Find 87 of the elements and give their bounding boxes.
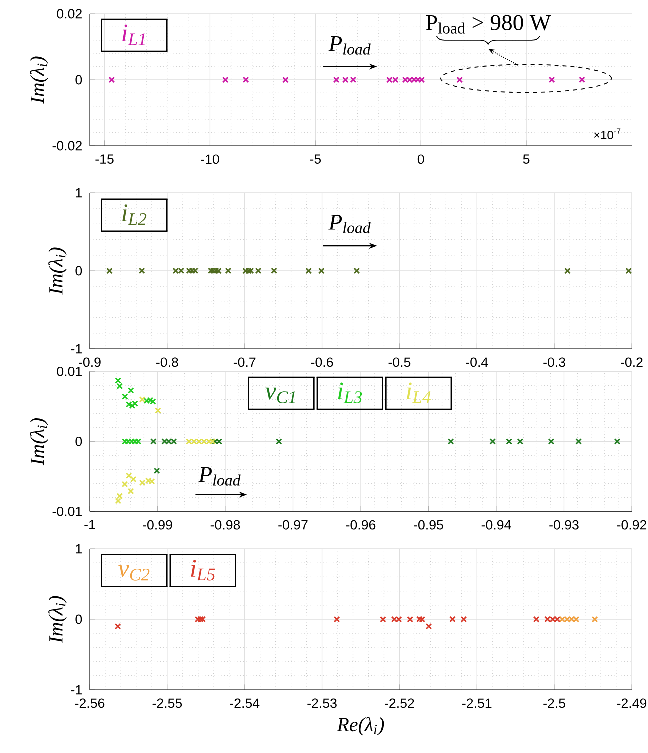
x-tick-label: -0.97 xyxy=(278,520,308,530)
annotation: P$_{load}$ xyxy=(328,36,371,55)
point xyxy=(128,387,134,394)
x-tick-label: -0.95 xyxy=(414,520,444,530)
point xyxy=(128,488,134,495)
text: i$_{L4}$ xyxy=(407,382,431,404)
y-tick-label: 0 xyxy=(76,75,82,85)
point xyxy=(147,397,154,404)
y-tick-label: 1 xyxy=(76,544,82,554)
y-axis-title: Im(λ$_{i}$) xyxy=(30,56,48,104)
x-tick-label: -15 xyxy=(96,154,114,164)
y-axis-title: Im(λ$_{i}$) xyxy=(48,596,67,644)
x-tick-label: -0.9 xyxy=(79,358,101,368)
annotation: P$_{load}$ xyxy=(198,467,241,486)
x-tick-label: -0.98 xyxy=(210,520,240,530)
x-tick-label: -2.53 xyxy=(308,698,337,708)
point xyxy=(276,438,282,445)
point xyxy=(116,493,124,500)
y-tick-label: 0.01 xyxy=(57,366,82,376)
x-tick-label: -0.4 xyxy=(466,358,488,368)
annotation: P$_{load}$ > 980 W xyxy=(426,15,552,34)
y-tick-label: -1 xyxy=(71,344,82,354)
x-tick-label: -1 xyxy=(84,520,96,530)
point xyxy=(548,438,555,445)
x-tick-label: -0.3 xyxy=(544,358,566,368)
series-label: v$_{C1}$ xyxy=(266,388,296,404)
point xyxy=(212,438,219,445)
x-tick-label: -2.52 xyxy=(385,698,414,708)
point xyxy=(576,438,582,445)
y-tick-label: 0 xyxy=(76,614,82,624)
point xyxy=(122,394,128,400)
x-tick-label: -0.2 xyxy=(621,358,643,368)
x-tick-label: -0.5 xyxy=(388,358,411,368)
point xyxy=(517,438,524,445)
x-tick-label: -2.5 xyxy=(544,698,566,708)
y-tick-label: 0 xyxy=(76,436,82,446)
series-label: i$_{L1}$ xyxy=(122,24,146,46)
x-tick-label: -0.94 xyxy=(482,520,512,530)
y-tick-label: 0 xyxy=(76,266,82,276)
point xyxy=(129,402,136,410)
point xyxy=(448,438,454,445)
x-tick-label: -0.6 xyxy=(311,358,334,368)
x-tick-label: -0.99 xyxy=(143,520,172,530)
y-tick-label: -0.02 xyxy=(52,141,82,151)
point xyxy=(506,438,513,445)
x-tick-label: 0 xyxy=(418,154,424,164)
x-tick-label: -10 xyxy=(201,154,220,164)
point xyxy=(154,408,162,414)
y-tick-label: 0.02 xyxy=(57,9,82,19)
x-tick-label: -0.96 xyxy=(346,520,376,530)
text: v$_{C2}$ xyxy=(118,565,150,581)
point xyxy=(126,472,132,480)
point xyxy=(139,396,146,403)
x-axis-title: Re(λ$_{i}$) xyxy=(337,717,384,736)
y-tick-label: -1 xyxy=(71,685,82,695)
x-tick-label: -0.7 xyxy=(234,358,256,368)
point xyxy=(154,468,160,474)
y-tick-label: 1 xyxy=(76,188,82,198)
x-tick-label: -2.55 xyxy=(152,698,182,708)
x-tick-label: -2.51 xyxy=(462,698,492,708)
x-tick-label: -5 xyxy=(310,154,322,164)
x-tick-label: -0.93 xyxy=(550,520,579,530)
point xyxy=(115,498,122,504)
point xyxy=(210,438,216,445)
y-axis-title: Im(λ$_{i}$) xyxy=(48,248,67,295)
y-tick-label: -0.01 xyxy=(52,506,82,516)
x-tick-label: 5 xyxy=(523,154,530,164)
y-axis-title: Im(λ$_{i}$) xyxy=(30,418,48,466)
point xyxy=(115,378,122,384)
x-tick-label: -0.8 xyxy=(156,358,178,368)
point xyxy=(116,383,124,390)
point xyxy=(122,481,128,488)
x-tick-label: -2.56 xyxy=(75,698,105,708)
point xyxy=(614,438,621,445)
point xyxy=(148,478,156,485)
point xyxy=(490,438,496,445)
series-label: i$_{L5}$ xyxy=(191,560,216,581)
point xyxy=(216,438,223,445)
annotation: P$_{load}$ xyxy=(328,214,371,234)
annotation: ×10$^{-7}$ xyxy=(594,128,621,140)
x-tick-label: -2.49 xyxy=(617,698,647,708)
x-tick-label: -2.54 xyxy=(230,698,260,708)
point xyxy=(150,438,157,445)
x-tick-label: -0.92 xyxy=(617,520,647,530)
series-label: i$_{L2}$ xyxy=(122,204,147,226)
point xyxy=(130,476,137,483)
text: i$_{L3}$ xyxy=(338,382,362,404)
